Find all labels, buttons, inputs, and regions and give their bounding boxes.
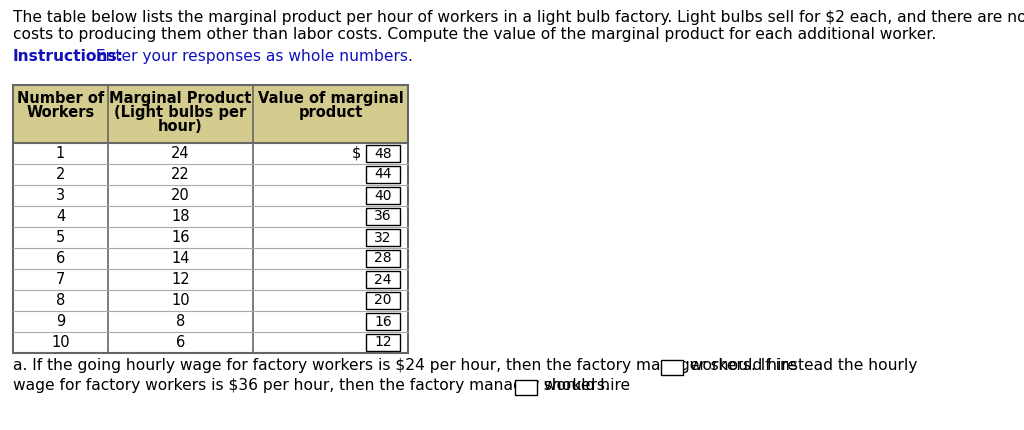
Text: 24: 24 [171, 146, 189, 161]
Bar [366, 292, 400, 309]
Text: 18: 18 [171, 209, 189, 224]
Text: 6: 6 [56, 251, 66, 266]
Text: 14: 14 [171, 251, 189, 266]
Text: 7: 7 [56, 272, 66, 287]
Text: (Light bulbs per: (Light bulbs per [115, 105, 247, 120]
Text: workers.: workers. [539, 378, 609, 393]
Bar [366, 271, 400, 288]
Text: $: $ [351, 146, 361, 161]
Bar [366, 334, 400, 351]
Text: 16: 16 [374, 314, 392, 329]
Text: Marginal Product: Marginal Product [110, 91, 252, 106]
Text: 1: 1 [56, 146, 66, 161]
Text: 10: 10 [171, 293, 189, 308]
Bar [366, 208, 400, 225]
Text: Value of marginal: Value of marginal [258, 91, 403, 106]
Text: Enter your responses as whole numbers.: Enter your responses as whole numbers. [91, 49, 413, 64]
Text: a. If the going hourly wage for factory workers is $24 per hour, then the factor: a. If the going hourly wage for factory … [13, 358, 802, 373]
Text: Workers: Workers [27, 105, 94, 120]
Text: 3: 3 [56, 188, 66, 203]
Bar [366, 145, 400, 162]
Bar [366, 313, 400, 330]
Text: 12: 12 [374, 335, 392, 350]
Text: product: product [298, 105, 362, 120]
Bar [366, 166, 400, 183]
Text: 28: 28 [374, 252, 392, 265]
Text: 44: 44 [374, 168, 392, 181]
Text: 4: 4 [56, 209, 66, 224]
Bar [13, 85, 408, 143]
Text: 22: 22 [171, 167, 189, 182]
Text: 40: 40 [374, 188, 392, 203]
Text: 2: 2 [56, 167, 66, 182]
Text: 10: 10 [51, 335, 70, 350]
Text: 24: 24 [374, 273, 392, 286]
Text: 16: 16 [171, 230, 189, 245]
Text: 20: 20 [374, 294, 392, 307]
Text: workers. If instead the hourly: workers. If instead the hourly [685, 358, 918, 373]
Text: 12: 12 [171, 272, 189, 287]
Text: 20: 20 [171, 188, 189, 203]
Text: 9: 9 [56, 314, 66, 329]
Bar [366, 229, 400, 246]
Text: wage for factory workers is $36 per hour, then the factory manager should hire: wage for factory workers is $36 per hour… [13, 378, 635, 393]
Bar [660, 360, 683, 375]
Text: 6: 6 [176, 335, 185, 350]
Bar [366, 187, 400, 204]
Bar [515, 380, 537, 395]
Text: The table below lists the marginal product per hour of workers in a light bulb f: The table below lists the marginal produ… [13, 10, 1024, 25]
Bar [13, 85, 408, 353]
Text: 48: 48 [374, 147, 392, 160]
Text: 5: 5 [56, 230, 66, 245]
Text: 32: 32 [374, 230, 392, 245]
Text: costs to producing them other than labor costs. Compute the value of the margina: costs to producing them other than labor… [13, 27, 936, 42]
Bar [366, 250, 400, 267]
Text: 8: 8 [176, 314, 185, 329]
Text: 8: 8 [56, 293, 66, 308]
Text: Number of: Number of [16, 91, 104, 106]
Text: 36: 36 [374, 209, 392, 224]
Text: hour): hour) [158, 119, 203, 134]
Text: Instructions:: Instructions: [13, 49, 124, 64]
